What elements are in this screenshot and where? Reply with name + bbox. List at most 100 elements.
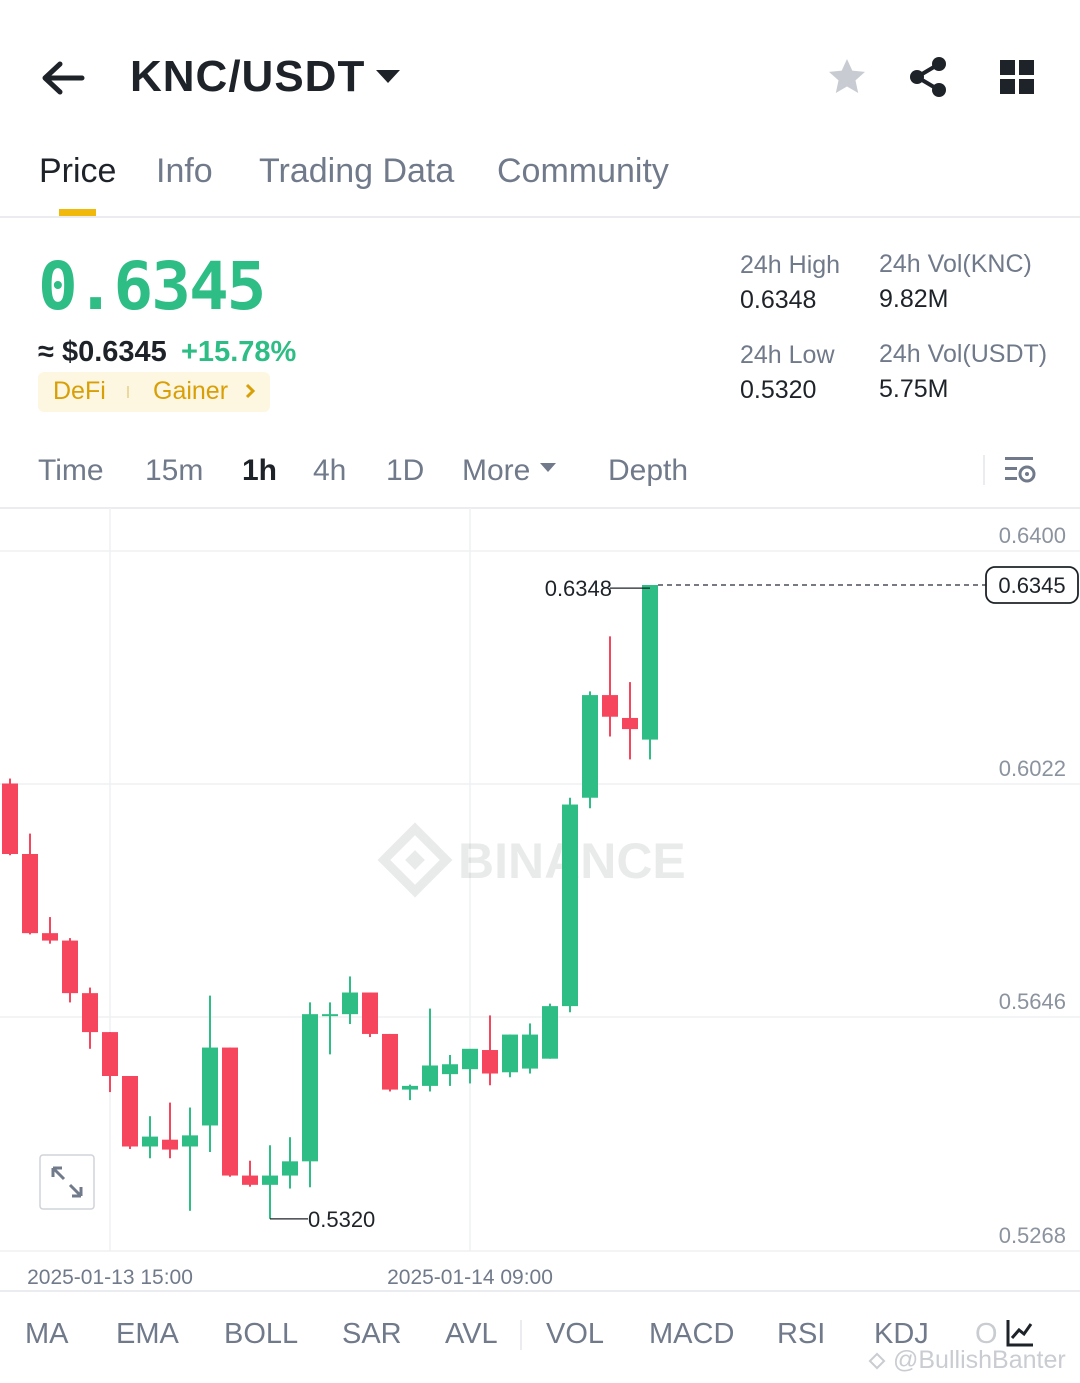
active-tab-indicator xyxy=(59,209,96,216)
candle-body xyxy=(82,993,98,1033)
interval-1h[interactable]: 1h xyxy=(242,454,278,487)
candle-body xyxy=(522,1034,538,1069)
price-change-percent: +15.78% xyxy=(181,336,297,368)
stat-24h-high-label: 24h High xyxy=(740,251,841,279)
stat-24h-low-value: 0.5320 xyxy=(740,376,817,404)
back-button[interactable] xyxy=(38,56,86,100)
interval-depth[interactable]: Depth xyxy=(608,454,689,487)
pair-title[interactable]: KNC/USDT xyxy=(130,52,366,101)
candle xyxy=(522,1023,538,1074)
candle-body xyxy=(302,1014,318,1162)
candle xyxy=(502,1034,518,1078)
current-price-label: 0.6345 xyxy=(998,573,1065,598)
footer-watermark: @BullishBanter xyxy=(893,1346,1066,1374)
tab-community[interactable]: Community xyxy=(497,152,669,190)
candle-body xyxy=(482,1050,498,1074)
y-axis-label: 0.6022 xyxy=(999,756,1066,781)
candle xyxy=(62,938,78,1003)
candle xyxy=(642,585,658,760)
indicator-ma[interactable]: MA xyxy=(25,1318,69,1350)
caret-down-icon[interactable] xyxy=(376,70,400,83)
candle xyxy=(442,1054,458,1086)
x-axis-label: 2025-01-13 15:00 xyxy=(27,1266,193,1289)
indicator-sar[interactable]: SAR xyxy=(342,1318,402,1350)
more-caret-icon xyxy=(540,463,556,472)
indicator-kdj[interactable]: KDJ xyxy=(874,1318,929,1350)
candle-body xyxy=(182,1135,198,1147)
binance-watermark: BINANCE xyxy=(377,822,686,898)
indicator-rsi[interactable]: RSI xyxy=(777,1318,826,1350)
x-axis-label: 2025-01-14 09:00 xyxy=(387,1266,553,1289)
interval-more[interactable]: More xyxy=(462,454,531,487)
tag-defi[interactable]: DeFi xyxy=(53,377,106,405)
indicator-chart-icon xyxy=(1006,1320,1033,1347)
candle xyxy=(602,636,618,737)
stat-24h-vol-knc-value: 9.82M xyxy=(879,285,949,313)
candle-body xyxy=(342,992,358,1015)
candle-body xyxy=(102,1032,118,1076)
interval-4h[interactable]: 4h xyxy=(313,454,347,487)
candle xyxy=(162,1102,178,1159)
tabs-divider xyxy=(0,216,1080,218)
candle-body xyxy=(542,1006,558,1059)
tab-info[interactable]: Info xyxy=(156,152,213,190)
candle xyxy=(482,1015,498,1086)
candle xyxy=(202,995,218,1153)
chart-settings-button[interactable] xyxy=(1003,454,1037,491)
candle-body xyxy=(462,1048,478,1070)
candle-body xyxy=(122,1076,138,1147)
candle xyxy=(122,1076,138,1149)
y-axis-label: 0.5646 xyxy=(999,989,1066,1014)
indicator-obv-partial[interactable]: O xyxy=(975,1318,998,1350)
candle-body xyxy=(422,1065,438,1086)
indicator-settings-button[interactable] xyxy=(1005,1318,1035,1353)
high-marker-label: 0.6348 xyxy=(545,576,612,601)
tags-chip[interactable] xyxy=(38,372,270,412)
tab-trading-data[interactable]: Trading Data xyxy=(259,152,455,190)
candle-body xyxy=(282,1161,298,1176)
candle-body xyxy=(2,783,18,855)
last-price: 0.6345 xyxy=(38,248,266,325)
candle xyxy=(622,682,638,760)
candle xyxy=(322,1002,338,1055)
indicator-vol[interactable]: VOL xyxy=(546,1318,605,1350)
favorite-button[interactable] xyxy=(826,56,868,98)
stat-24h-vol-usdt-label: 24h Vol(USDT) xyxy=(879,340,1048,368)
candle xyxy=(462,1048,478,1084)
candle xyxy=(222,1047,238,1177)
candle-body xyxy=(382,1033,398,1090)
candle xyxy=(182,1107,198,1211)
candle-body xyxy=(562,804,578,1007)
grid-icon xyxy=(1000,60,1034,94)
candle-body xyxy=(62,940,78,994)
expand-button[interactable] xyxy=(39,1154,95,1210)
tag-gainer[interactable]: Gainer xyxy=(153,377,229,405)
stat-24h-low-label: 24h Low xyxy=(740,341,835,369)
indicator-boll[interactable]: BOLL xyxy=(224,1318,299,1350)
candle xyxy=(42,917,58,944)
chart-settings-icon xyxy=(1005,457,1036,483)
candle-body xyxy=(262,1175,278,1185)
candle xyxy=(282,1137,298,1189)
tag-separator xyxy=(127,386,129,398)
candlestick-chart[interactable]: BINANCE 0.6400 0.6022 0.5646 0.5268 0.63… xyxy=(0,508,1080,1291)
usd-price: ≈ $0.6345 xyxy=(38,336,167,368)
interval-time[interactable]: Time xyxy=(38,454,104,487)
candles-group xyxy=(2,585,658,1219)
indicator-ema[interactable]: EMA xyxy=(116,1318,179,1350)
indicator-macd[interactable]: MACD xyxy=(649,1318,735,1350)
candle-body xyxy=(642,585,658,740)
tab-price[interactable]: Price xyxy=(39,152,117,190)
share-button[interactable] xyxy=(908,56,950,98)
candle-body xyxy=(362,992,378,1034)
share-icon xyxy=(910,57,946,97)
indicator-divider xyxy=(0,1290,1080,1292)
indicator-avl[interactable]: AVL xyxy=(445,1318,498,1350)
interval-15m[interactable]: 15m xyxy=(145,454,204,487)
candle xyxy=(262,1145,278,1219)
layout-grid-button[interactable] xyxy=(998,58,1036,96)
candle-body xyxy=(402,1085,418,1090)
interval-1d[interactable]: 1D xyxy=(386,454,425,487)
candle-body xyxy=(22,854,38,934)
candle xyxy=(242,1160,258,1187)
